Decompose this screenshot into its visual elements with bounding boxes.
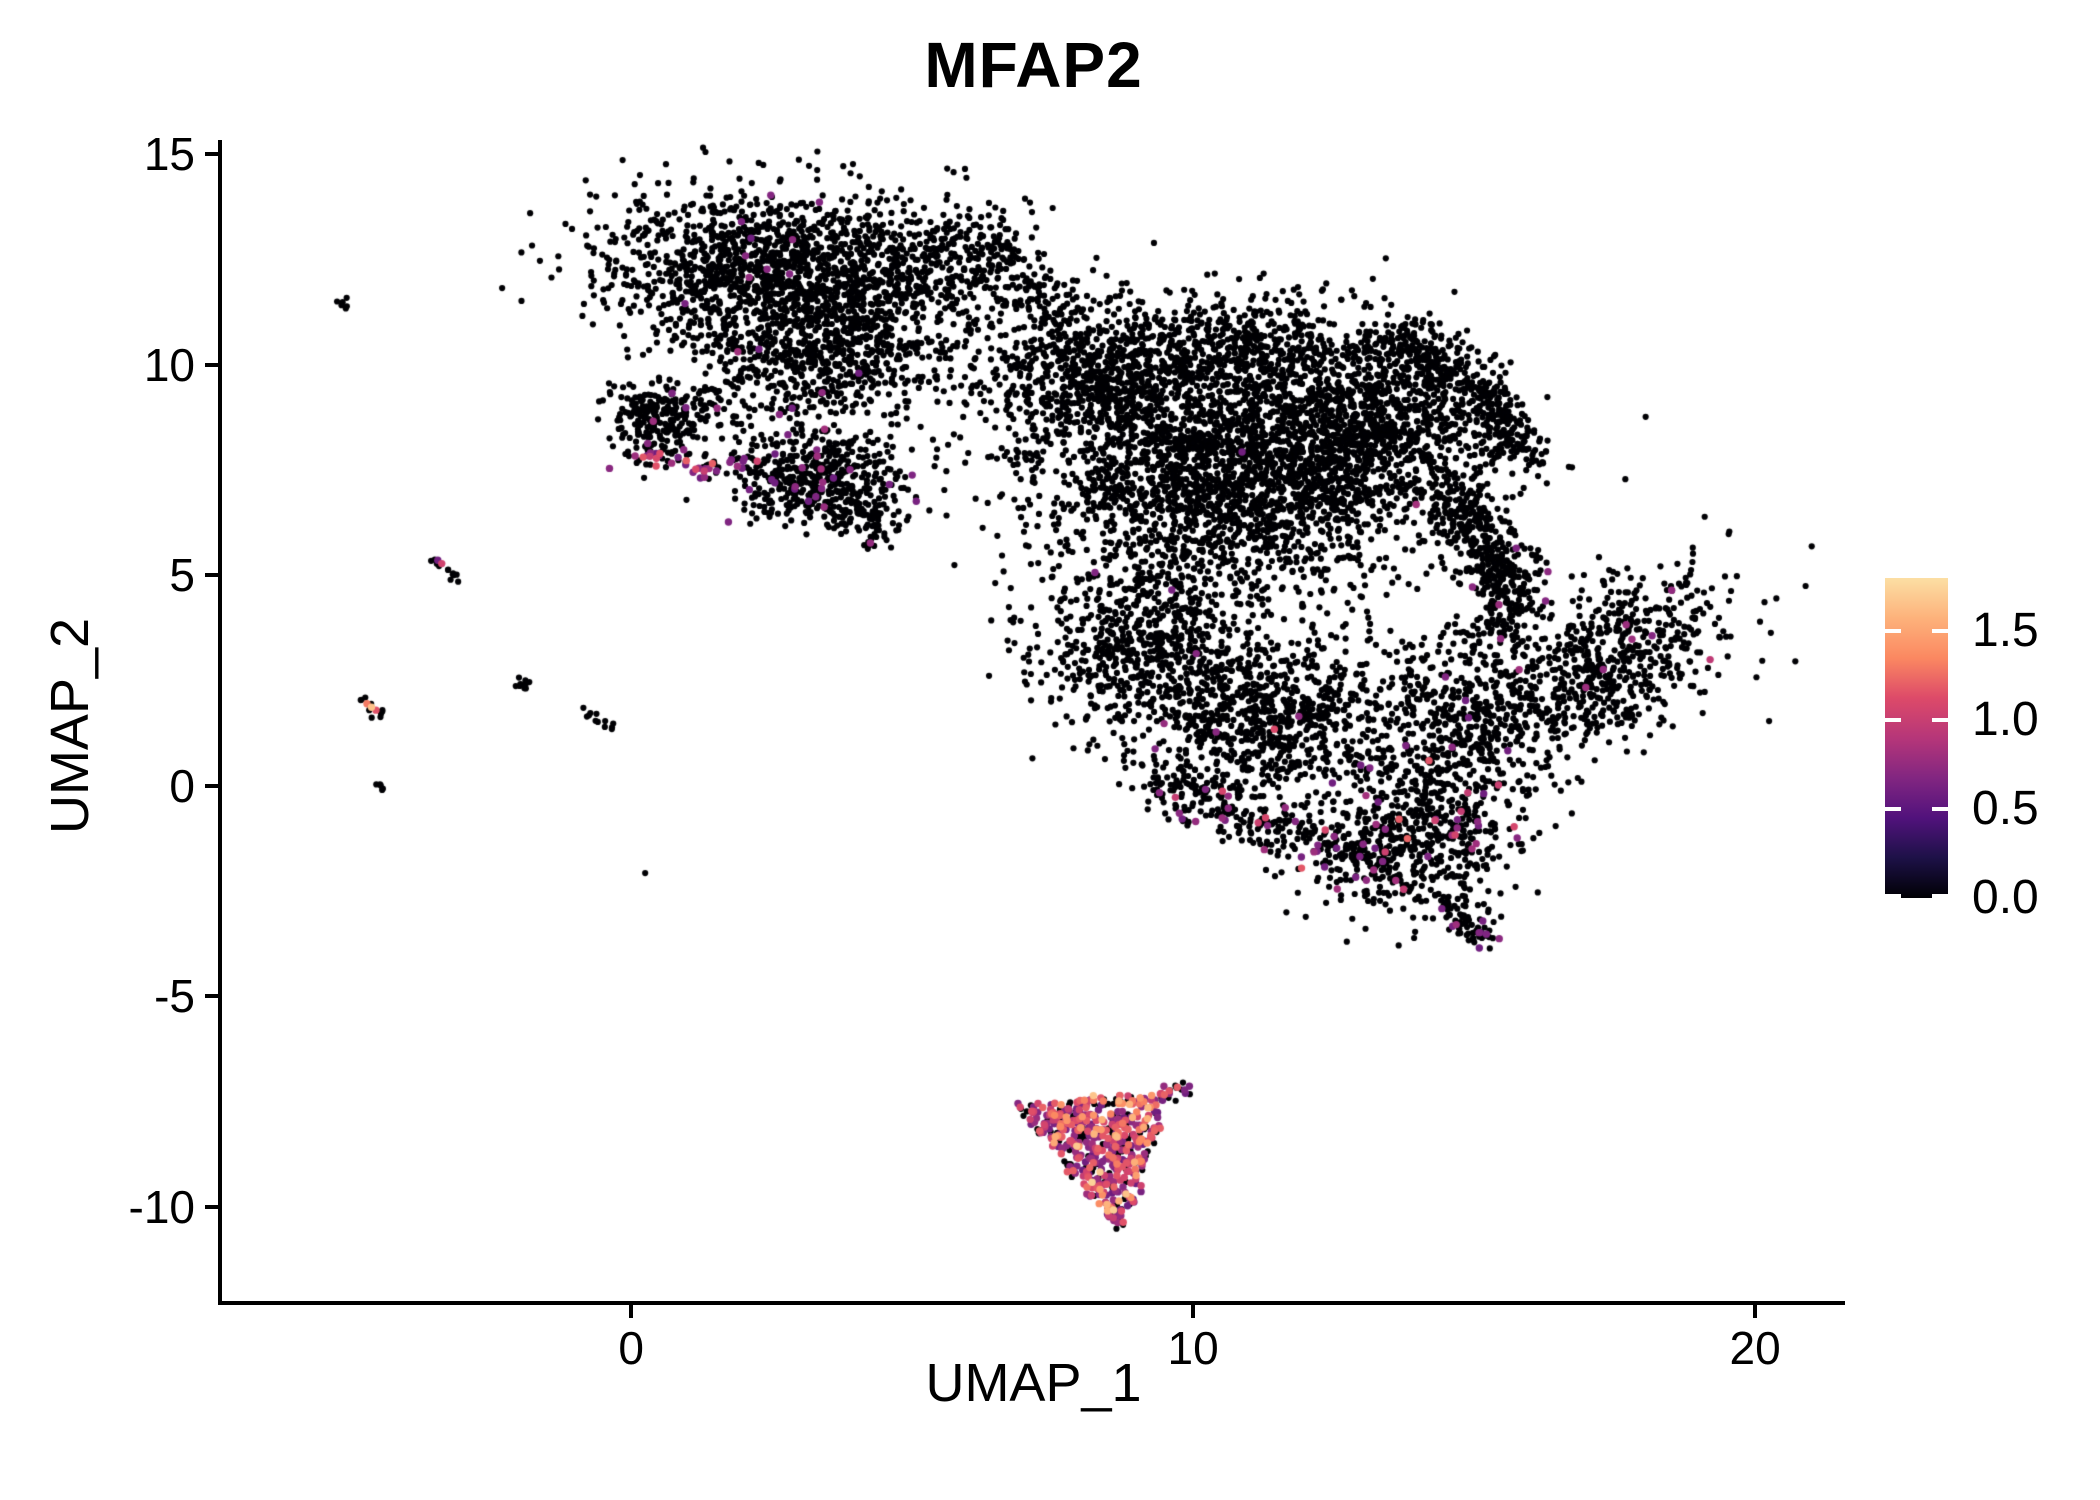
x-axis-tick xyxy=(1191,1305,1196,1318)
y-axis-tick-label: 10 xyxy=(143,338,195,391)
colorbar-tick xyxy=(1932,629,1948,634)
colorbar-tick-label: 1.5 xyxy=(1972,604,2039,658)
y-axis-tick-label: 5 xyxy=(169,549,195,602)
plot-panel-axes xyxy=(218,140,1845,1305)
colorbar-tick xyxy=(1932,718,1948,723)
x-axis-tick xyxy=(1753,1305,1758,1318)
colorbar-tick-label: 0.5 xyxy=(1972,782,2039,836)
x-axis-title: UMAP_1 xyxy=(925,1353,1142,1413)
colorbar-tick xyxy=(1885,629,1901,634)
x-axis-tick-label: 20 xyxy=(1729,1322,1781,1374)
x-axis-tick xyxy=(629,1305,634,1318)
expression-colorbar xyxy=(1885,578,1948,898)
colorbar-tick xyxy=(1932,894,1948,898)
y-axis-tick xyxy=(205,1204,218,1209)
y-axis-tick-label: 0 xyxy=(169,759,195,812)
y-axis-tick xyxy=(205,573,218,578)
colorbar-tick-label: 1.0 xyxy=(1972,693,2039,747)
colorbar-tick xyxy=(1885,718,1901,723)
y-axis-tick xyxy=(205,783,218,788)
x-axis-tick-label: 0 xyxy=(618,1322,644,1374)
colorbar-tick xyxy=(1885,807,1901,812)
x-axis-tick-label: 10 xyxy=(1167,1322,1219,1374)
colorbar-tick-label: 0.0 xyxy=(1972,871,2039,924)
y-axis-tick-label: -5 xyxy=(154,970,195,1023)
y-axis-tick xyxy=(205,152,218,157)
colorbar-tick xyxy=(1885,894,1901,898)
y-axis-tick-label: 15 xyxy=(143,128,195,181)
y-axis-title: UMAP_2 xyxy=(40,617,100,835)
y-axis-tick-label: -10 xyxy=(128,1180,195,1233)
y-axis-tick xyxy=(205,362,218,367)
y-axis-tick xyxy=(205,994,218,999)
colorbar-tick xyxy=(1932,807,1948,812)
